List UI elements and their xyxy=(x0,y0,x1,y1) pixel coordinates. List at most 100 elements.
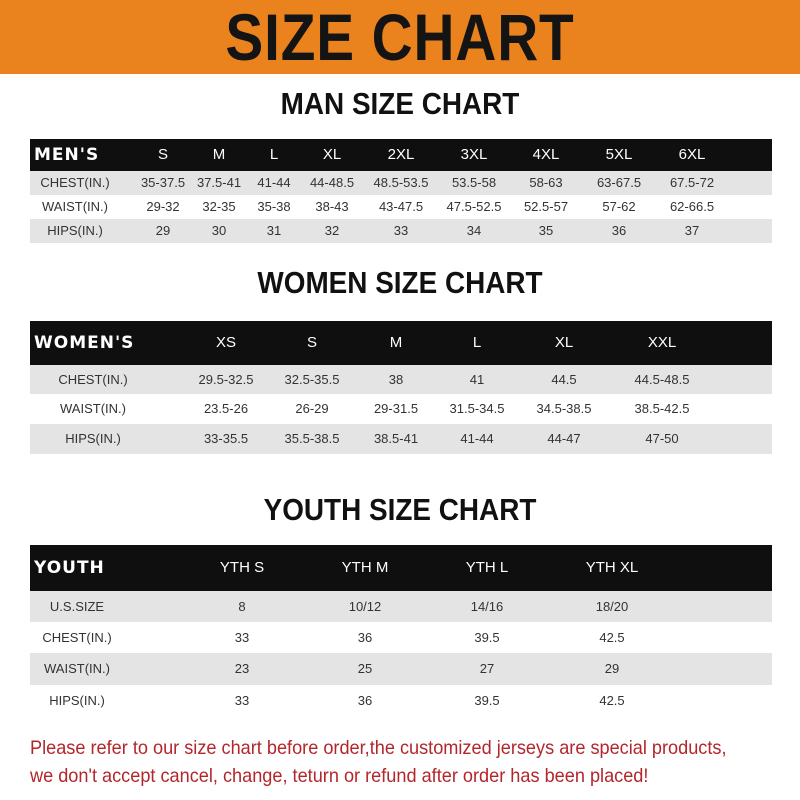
measurement-cell: 35 xyxy=(538,223,554,238)
row-label: WAIST(IN.) xyxy=(42,199,108,214)
order-notice: Please refer to our size chart before or… xyxy=(30,734,737,790)
measurement-cell: 38.5-42.5 xyxy=(634,401,690,416)
header-row: YOUTH YTH S YTH M YTH L YTH XL xyxy=(30,545,772,591)
measurement-cell: 47-50 xyxy=(645,431,679,446)
measurement-cell: 42.5 xyxy=(599,693,625,708)
size-header-cell: YTH M xyxy=(341,559,389,576)
size-header-cell: XXL xyxy=(647,334,677,351)
measurement-cell: 43-47.5 xyxy=(378,199,424,214)
table-row: CHEST(IN.) 35-37.5 37.5-41 41-44 44-48.5 48.5… xyxy=(30,171,772,195)
row-label: WAIST(IN.) xyxy=(44,661,110,676)
men-size-table: MEN'S S M L XL 2XL 3XL 4XL 5XL 6XL CHEST(IN.) 35-37… xyxy=(30,139,772,243)
table-row: CHEST(IN.) 29.5-32.5 32.5-35.5 38 41 44.5 44.5… xyxy=(30,365,772,394)
table-row: WAIST(IN.) 23.5-26 26-29 29-31.5 31.5-34.5 34… xyxy=(30,394,772,424)
youth-section-title: YOUTH SIZE CHART xyxy=(263,492,537,527)
size-header-cell: XL xyxy=(322,146,342,163)
measurement-cell: 34.5-38.5 xyxy=(536,401,592,416)
measurement-cell: 10/12 xyxy=(348,599,382,614)
measurement-cell: 32 xyxy=(324,223,340,238)
order-notice-line-2: we don't accept cancel, change, teturn o… xyxy=(30,765,649,787)
row-label: HIPS(IN.) xyxy=(65,431,121,446)
row-label: U.S.SIZE xyxy=(49,599,105,614)
measurement-cell: 44.5 xyxy=(551,372,577,387)
table-row: U.S.SIZE 8 10/12 14/16 18/20 xyxy=(30,591,772,622)
size-header-cell: XS xyxy=(215,334,237,351)
measurement-cell: 37.5-41 xyxy=(196,175,242,190)
size-header-cell: 2XL xyxy=(387,146,415,163)
table-title-cell: MEN'S xyxy=(34,145,100,165)
header-row: WOMEN'S XS S M L XL XXL xyxy=(30,321,772,365)
measurement-cell: 8 xyxy=(238,599,246,614)
measurement-cell: 41-44 xyxy=(257,175,291,190)
size-header-cell: YTH L xyxy=(465,559,509,576)
measurement-cell: 33 xyxy=(234,693,250,708)
women-size-table: WOMEN'S XS S M L XL XXL CHEST(IN.) 29.5-32.5 32.5… xyxy=(30,321,772,454)
measurement-cell: 44-47 xyxy=(547,431,581,446)
measurement-cell: 48.5-53.5 xyxy=(373,175,429,190)
size-header-cell: S xyxy=(306,334,318,351)
measurement-cell: 33 xyxy=(393,223,409,238)
measurement-cell: 32.5-35.5 xyxy=(284,372,340,387)
measurement-cell: 31.5-34.5 xyxy=(449,401,505,416)
measurement-cell: 47.5-52.5 xyxy=(446,199,502,214)
measurement-cell: 27 xyxy=(479,661,495,676)
table-row: WAIST(IN.) 23 25 27 29 xyxy=(30,653,772,685)
row-label: WAIST(IN.) xyxy=(60,401,126,416)
measurement-cell: 58-63 xyxy=(529,175,563,190)
order-notice-line-1: Please refer to our size chart before or… xyxy=(30,737,727,759)
size-header-cell: 4XL xyxy=(532,146,560,163)
measurement-cell: 35-38 xyxy=(257,199,291,214)
measurement-cell: 29.5-32.5 xyxy=(198,372,254,387)
measurement-cell: 32-35 xyxy=(202,199,236,214)
row-label: CHEST(IN.) xyxy=(42,630,112,645)
measurement-cell: 29-32 xyxy=(146,199,180,214)
measurement-cell: 37 xyxy=(684,223,700,238)
table-row: WAIST(IN.) 29-32 32-35 35-38 38-43 43-47.5 47.… xyxy=(30,195,772,219)
size-header-cell: YTH XL xyxy=(585,559,639,576)
measurement-cell: 41-44 xyxy=(460,431,494,446)
measurement-cell: 26-29 xyxy=(295,401,329,416)
measurement-cell: 29 xyxy=(155,223,171,238)
table-row: CHEST(IN.) 33 36 39.5 42.5 xyxy=(30,622,772,653)
size-header-cell: XL xyxy=(554,334,574,351)
measurement-cell: 39.5 xyxy=(474,693,500,708)
measurement-cell: 41 xyxy=(469,372,485,387)
measurement-cell: 44.5-48.5 xyxy=(634,372,690,387)
measurement-cell: 34 xyxy=(466,223,482,238)
men-section-title: MAN SIZE CHART xyxy=(280,86,520,121)
size-header-cell: 5XL xyxy=(605,146,633,163)
measurement-cell: 42.5 xyxy=(599,630,625,645)
measurement-cell: 18/20 xyxy=(595,599,629,614)
size-header-cell: 6XL xyxy=(678,146,706,163)
size-header-cell: YTH S xyxy=(219,559,265,576)
measurement-cell: 35-37.5 xyxy=(140,175,186,190)
measurement-cell: 36 xyxy=(611,223,627,238)
table-row: HIPS(IN.) 33 36 39.5 42.5 xyxy=(30,685,772,717)
header-row: MEN'S S M L XL 2XL 3XL 4XL 5XL 6XL xyxy=(30,139,772,171)
measurement-cell: 44-48.5 xyxy=(309,175,355,190)
women-section-title: WOMEN SIZE CHART xyxy=(257,265,543,300)
measurement-cell: 29-31.5 xyxy=(373,401,419,416)
row-label: HIPS(IN.) xyxy=(49,693,105,708)
measurement-cell: 57-62 xyxy=(602,199,636,214)
row-label: HIPS(IN.) xyxy=(47,223,103,238)
measurement-cell: 23.5-26 xyxy=(203,401,249,416)
measurement-cell: 36 xyxy=(357,630,373,645)
measurement-cell: 23 xyxy=(234,661,250,676)
size-header-cell: L xyxy=(269,146,279,163)
measurement-cell: 38.5-41 xyxy=(373,431,419,446)
size-header-cell: S xyxy=(157,146,169,163)
size-header-cell: M xyxy=(389,334,403,351)
banner-title: SIZE CHART xyxy=(225,0,575,74)
table-title-cell: WOMEN'S xyxy=(34,333,135,353)
size-header-cell: L xyxy=(472,334,482,351)
measurement-cell: 33 xyxy=(234,630,250,645)
measurement-cell: 63-67.5 xyxy=(596,175,642,190)
measurement-cell: 52.5-57 xyxy=(523,199,569,214)
measurement-cell: 35.5-38.5 xyxy=(284,431,340,446)
measurement-cell: 39.5 xyxy=(474,630,500,645)
row-label: CHEST(IN.) xyxy=(58,372,128,387)
banner: SIZE CHART xyxy=(0,0,800,74)
measurement-cell: 14/16 xyxy=(470,599,504,614)
measurement-cell: 38 xyxy=(388,372,404,387)
